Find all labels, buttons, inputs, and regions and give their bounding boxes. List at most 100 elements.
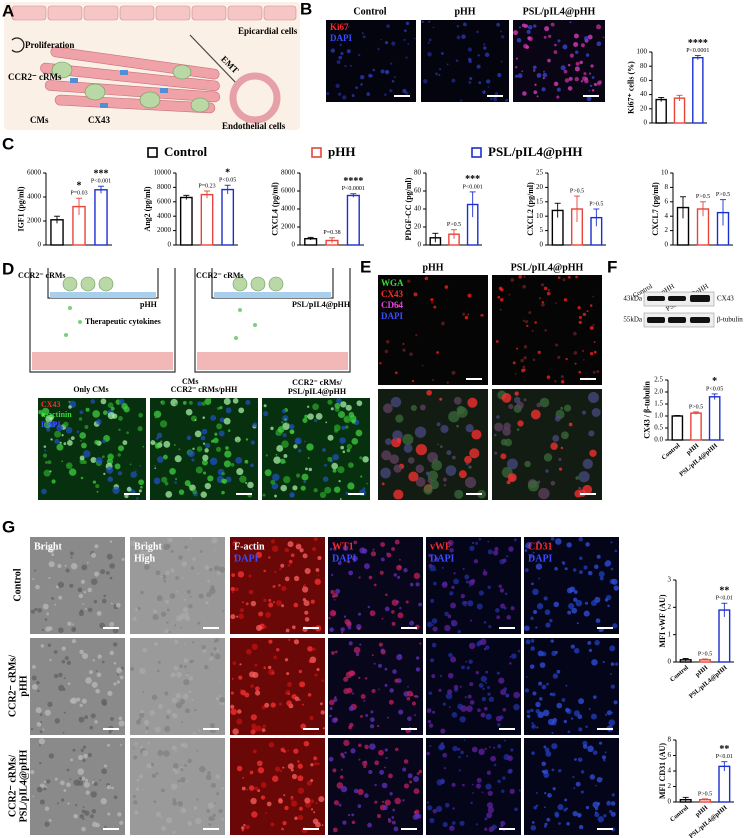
- cell-texture: [287, 763, 294, 770]
- cell-texture: [440, 424, 449, 434]
- cell-texture: [66, 660, 72, 665]
- cell-texture: [480, 675, 488, 683]
- cell-texture: [430, 598, 435, 603]
- cell-texture: [384, 799, 391, 806]
- cell-texture: [332, 611, 336, 615]
- cell-texture: [297, 814, 304, 821]
- y-tick-label: 6000: [281, 187, 296, 195]
- cell-texture: [282, 821, 287, 826]
- cell-texture: [113, 682, 117, 686]
- cell-texture: [562, 278, 566, 282]
- cell-texture: [175, 692, 182, 699]
- y-tick-label: 8000: [157, 183, 172, 191]
- cell-texture: [591, 659, 598, 666]
- cell-texture: [517, 73, 523, 79]
- cell-texture: [63, 789, 67, 792]
- cell-texture: [70, 562, 78, 570]
- cell-texture: [543, 70, 546, 73]
- cell-texture: [521, 70, 524, 73]
- cell-texture: [202, 416, 206, 419]
- cell-texture: [550, 480, 556, 486]
- cell-texture: [325, 421, 328, 424]
- cell-texture: [341, 631, 344, 634]
- cell-texture: [84, 810, 90, 816]
- cell-texture: [567, 86, 573, 91]
- cell-texture: [610, 567, 614, 571]
- cell-texture: [606, 710, 612, 716]
- cell-texture: [210, 415, 217, 421]
- cell-texture: [299, 548, 304, 553]
- row-label: pHH: [18, 675, 29, 696]
- cell-texture: [499, 588, 505, 593]
- cell-texture: [164, 725, 171, 732]
- cell-texture: [403, 783, 410, 789]
- significance: *: [77, 180, 82, 191]
- cell-texture: [507, 473, 517, 483]
- cell-texture: [537, 480, 541, 484]
- cell-texture: [373, 583, 377, 587]
- cell-texture: [187, 758, 192, 764]
- micrograph: [30, 537, 125, 634]
- cell-texture: [550, 639, 554, 643]
- y-tick-label: 3: [668, 576, 672, 584]
- cell-texture: [293, 602, 299, 608]
- cell-texture: [183, 679, 190, 686]
- cell-texture: [264, 469, 272, 477]
- cell-texture: [414, 426, 427, 438]
- cell-texture: [584, 601, 589, 605]
- cell-texture: [572, 775, 575, 779]
- cell-texture: [56, 443, 64, 451]
- cell-texture: [308, 659, 313, 664]
- cell-texture: [359, 74, 365, 80]
- cm-layer: [32, 352, 173, 370]
- cell-texture: [469, 448, 480, 459]
- cell-texture: [351, 94, 355, 98]
- cell-texture: [552, 673, 559, 679]
- cell-texture: [614, 662, 619, 666]
- cell-texture: [63, 421, 69, 428]
- cell-texture: [447, 689, 453, 695]
- cell-texture: [112, 486, 120, 494]
- cell-texture: [73, 779, 80, 786]
- cell-texture: [101, 768, 108, 775]
- cell-texture: [536, 603, 544, 610]
- cell-texture: [343, 688, 350, 695]
- cell-texture: [126, 486, 132, 492]
- cell-texture: [313, 811, 316, 814]
- cell-texture: [169, 468, 176, 475]
- cell-texture: [41, 628, 44, 631]
- cell-texture: [351, 820, 356, 825]
- cell-texture: [225, 476, 232, 483]
- cell-texture: [191, 699, 194, 702]
- cell-texture: [216, 792, 220, 796]
- cell-texture: [591, 76, 595, 79]
- cell-texture: [465, 462, 469, 466]
- cell-texture: [588, 89, 591, 92]
- cell-texture: [485, 670, 489, 674]
- cell-texture: [371, 654, 374, 657]
- y-tick-label: 0: [668, 798, 672, 806]
- cell-texture: [81, 442, 87, 449]
- cell-texture: [43, 421, 52, 429]
- cell-texture: [447, 614, 452, 619]
- cell-texture: [339, 437, 346, 444]
- cell-texture: [138, 774, 144, 779]
- cell-texture: [45, 460, 48, 464]
- cell-texture: [589, 449, 597, 457]
- cell-texture: [333, 592, 339, 598]
- cell-texture: [202, 442, 206, 445]
- cell-texture: [72, 748, 76, 752]
- cell-texture: [46, 427, 51, 432]
- cell-texture: [347, 462, 354, 469]
- cell-texture: [502, 558, 507, 563]
- cell-texture: [201, 645, 206, 650]
- cell-texture: [478, 683, 484, 688]
- cell-texture: [283, 454, 288, 458]
- cell-texture: [594, 639, 600, 646]
- cell-texture: [475, 823, 478, 826]
- cell-texture: [596, 777, 603, 783]
- cell-texture: [435, 805, 443, 813]
- cell-texture: [514, 396, 521, 404]
- cell-texture: [465, 660, 468, 663]
- cell-texture: [272, 473, 280, 481]
